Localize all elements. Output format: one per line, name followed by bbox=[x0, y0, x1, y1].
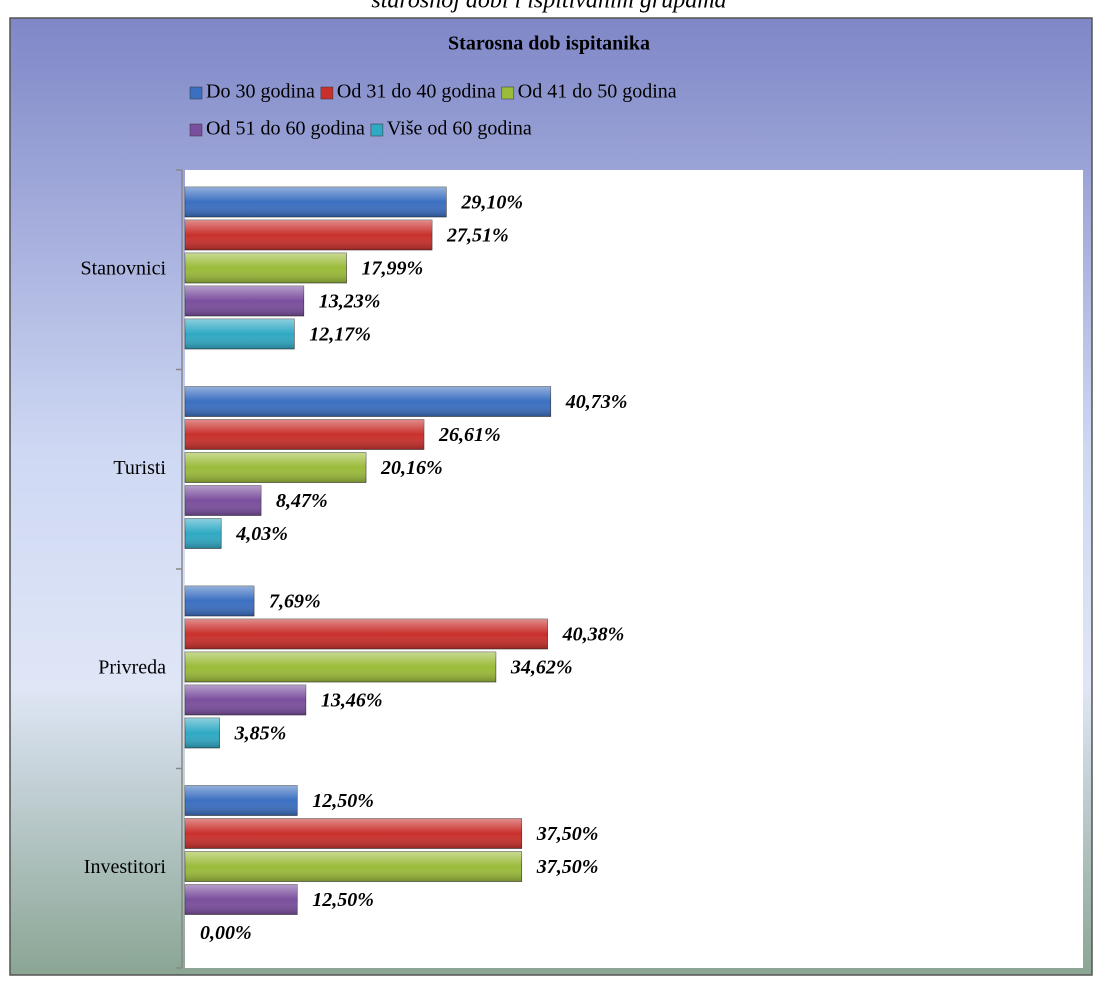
y-tick-label: Investitori bbox=[84, 856, 167, 878]
y-tick-label: Turisti bbox=[113, 457, 166, 479]
bar-shine bbox=[185, 586, 255, 616]
data-label: 40,73% bbox=[565, 391, 628, 413]
bar-shine bbox=[185, 518, 222, 549]
bar-shine bbox=[185, 253, 347, 283]
data-label: 37,50% bbox=[536, 856, 599, 878]
bar-shine bbox=[185, 785, 298, 816]
data-label: 3,85% bbox=[234, 723, 287, 745]
legend-label: Od 31 do 40 godina bbox=[337, 81, 496, 103]
bar-shine bbox=[185, 319, 295, 349]
legend-swatch bbox=[370, 123, 384, 137]
legend-label: Od 51 do 60 godina bbox=[206, 118, 365, 140]
data-label: 26,61% bbox=[438, 424, 501, 446]
chart-title: Starosna dob ispitanika bbox=[448, 33, 650, 55]
legend-swatch bbox=[501, 86, 515, 100]
data-label: 37,50% bbox=[536, 823, 599, 845]
data-label: 29,10% bbox=[460, 192, 523, 214]
bar-shine bbox=[185, 619, 548, 649]
bar-shine bbox=[185, 818, 522, 849]
y-tick-label: Stanovnici bbox=[80, 257, 166, 279]
data-label: 40,38% bbox=[562, 624, 625, 646]
bar-shine bbox=[185, 884, 298, 915]
bar-shine bbox=[185, 685, 306, 715]
bar-shine bbox=[185, 851, 522, 882]
data-label: 8,47% bbox=[276, 490, 328, 512]
bar-shine bbox=[185, 485, 262, 516]
bar-shine bbox=[185, 718, 220, 748]
data-label: 12,17% bbox=[309, 324, 371, 346]
data-label: 0,00% bbox=[200, 922, 252, 944]
bar-shine bbox=[185, 419, 424, 450]
data-label: 13,23% bbox=[319, 291, 381, 313]
data-label: 27,51% bbox=[446, 225, 509, 247]
data-label: 12,50% bbox=[312, 790, 374, 812]
legend-label: Više od 60 godina bbox=[387, 118, 532, 140]
caption: starosnoj dobi i ispitivanim grupama bbox=[371, 0, 726, 14]
bar-shine bbox=[185, 452, 367, 483]
bar-shine bbox=[185, 652, 496, 682]
bar-shine bbox=[185, 220, 433, 250]
data-label: 20,16% bbox=[380, 457, 443, 479]
legend-label: Do 30 godina bbox=[206, 81, 315, 103]
data-label: 13,46% bbox=[321, 690, 383, 712]
data-label: 34,62% bbox=[510, 657, 573, 679]
legend-label: Od 41 do 50 godina bbox=[518, 81, 677, 103]
data-label: 7,69% bbox=[269, 591, 321, 613]
bar-shine bbox=[185, 386, 551, 417]
bar-shine bbox=[185, 286, 304, 316]
data-label: 17,99% bbox=[362, 258, 424, 280]
legend-swatch bbox=[189, 86, 203, 100]
legend-swatch bbox=[189, 123, 203, 137]
data-label: 4,03% bbox=[235, 523, 288, 545]
y-tick-label: Privreda bbox=[98, 656, 166, 678]
bar-shine bbox=[185, 187, 447, 217]
data-label: 12,50% bbox=[312, 889, 374, 911]
legend-swatch bbox=[320, 86, 334, 100]
